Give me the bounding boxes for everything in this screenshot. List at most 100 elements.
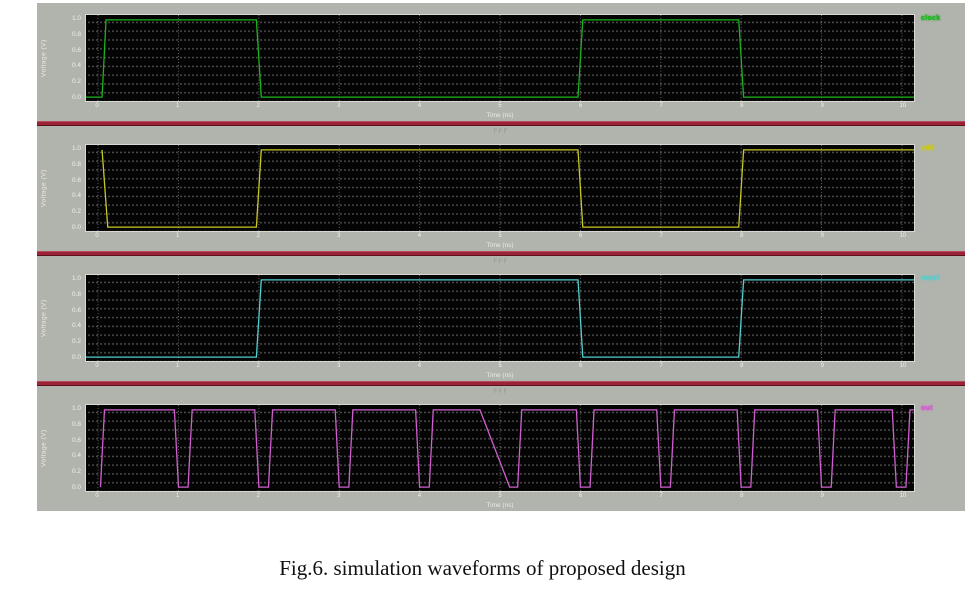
y-axis-title: Voltage (V) (40, 169, 48, 207)
y-axis-title: Voltage (V) (40, 429, 48, 467)
x-tick-label: 7 (659, 103, 663, 109)
y-axis-tick-labels: 1.0 0.8 0.6 0.4 0.2 0.0 (51, 144, 85, 232)
x-tick-label: 1 (175, 493, 180, 499)
y-tick-label: 0.6 (71, 306, 81, 314)
y-tick-label: 1.0 (71, 145, 81, 152)
x-tick-label: 10 (899, 493, 907, 499)
waveform-trace-svg (86, 275, 914, 361)
y-tick-label: 0.8 (71, 290, 81, 298)
signal-name-tag: out (921, 405, 933, 412)
x-tick-label: 2 (256, 103, 260, 109)
y-tick-label: 0.6 (71, 176, 81, 184)
x-axis-tick-labels: 0 1 2 3 4 5 6 7 8 9 10 (85, 102, 915, 111)
x-tick-label: 0 (95, 233, 99, 239)
y-tick-label: 0.2 (71, 208, 81, 216)
x-tick-label: 9 (820, 233, 824, 239)
waveform-trace (99, 409, 914, 488)
x-tick-label: 4 (417, 233, 422, 239)
y-axis-tick-labels: 1.0 0.8 0.6 0.4 0.2 0.0 (51, 404, 85, 492)
x-tick-label: 5 (498, 233, 502, 239)
signal-name-tag: clock (921, 15, 941, 22)
waveform-trace-svg (97, 145, 914, 231)
separator-label: FFF (493, 388, 509, 395)
y-tick-label: 0.8 (71, 30, 81, 38)
x-axis-title: Time (ns) (486, 112, 514, 119)
waveform-panel-reset: Voltage (V) 1.0 0.8 0.6 0.4 0.2 0.0 reset 0 1 2… (37, 267, 965, 381)
y-tick-label: 0.0 (71, 484, 81, 491)
plot-row: Voltage (V) 1.0 0.8 0.6 0.4 0.2 0.0 out (37, 404, 965, 492)
waveform-trace (101, 149, 914, 228)
x-tick-label: 10 (899, 363, 907, 369)
plot-row: Voltage (V) 1.0 0.8 0.6 0.4 0.2 0.0 reset (37, 274, 965, 362)
x-tick-label: 5 (498, 363, 502, 369)
y-tick-label: 0.8 (71, 160, 81, 168)
x-tick-label: 9 (820, 363, 824, 369)
x-axis-tick-labels: 0 1 2 3 4 5 6 7 8 9 10 (85, 492, 915, 501)
x-tick-label: 5 (498, 493, 502, 499)
x-tick-label: 0 (95, 103, 99, 109)
panel-separator-line (37, 121, 965, 126)
waveform-trace-svg (86, 15, 914, 101)
x-tick-label: 4 (417, 363, 422, 369)
y-axis-title: Voltage (V) (40, 39, 48, 77)
y-tick-label: 1.0 (71, 15, 81, 22)
y-tick-label: 0.2 (71, 78, 81, 86)
x-tick-label: 4 (417, 493, 422, 499)
y-tick-label: 0.0 (71, 354, 81, 361)
x-tick-label: 10 (899, 233, 907, 239)
y-tick-label: 0.2 (71, 338, 81, 346)
waveform-plot-area (85, 144, 915, 232)
x-tick-label: 8 (740, 103, 744, 109)
x-axis-tick-labels: 0 1 2 3 4 5 6 7 8 9 10 (85, 232, 915, 241)
panel-separator-line (37, 381, 965, 386)
y-tick-label: 0.0 (71, 94, 81, 101)
waveform-plot-area (85, 404, 915, 492)
x-tick-label: 6 (578, 493, 583, 499)
y-axis-title: Voltage (V) (40, 299, 48, 337)
x-tick-label: 1 (175, 103, 180, 109)
waveform-plot-area (85, 14, 915, 102)
y-axis-tick-labels: 1.0 0.8 0.6 0.4 0.2 0.0 (51, 274, 85, 362)
waveform-trace (86, 19, 914, 98)
waveform-panel-out: Voltage (V) 1.0 0.8 0.6 0.4 0.2 0.0 out 0 1 2 3 4… (37, 397, 965, 511)
separator-label: FFF (493, 258, 509, 265)
waveform-plot-area (85, 274, 915, 362)
x-tick-label: 7 (659, 363, 663, 369)
x-tick-label: 10 (899, 103, 907, 109)
x-tick-label: 8 (740, 363, 744, 369)
x-tick-label: 3 (337, 493, 341, 499)
plot-row: Voltage (V) 1.0 0.8 0.6 0.4 0.2 0.0 clock (37, 14, 965, 102)
x-axis-title: Time (ns) (486, 502, 514, 509)
y-tick-label: 1.0 (71, 275, 81, 282)
y-tick-label: 0.4 (71, 322, 81, 330)
separator-label: FFF (493, 128, 509, 135)
x-tick-label: 6 (578, 103, 583, 109)
x-tick-label: 5 (498, 103, 502, 109)
x-tick-label: 6 (578, 233, 583, 239)
x-tick-label: 1 (175, 233, 180, 239)
y-tick-label: 0.4 (71, 192, 81, 200)
signal-name-tag: reset (921, 275, 940, 282)
y-tick-label: 0.6 (71, 46, 81, 54)
x-tick-label: 2 (256, 493, 260, 499)
x-tick-label: 8 (740, 493, 744, 499)
x-tick-label: 2 (256, 233, 260, 239)
y-tick-label: 0.8 (71, 420, 81, 428)
y-tick-label: 0.6 (71, 436, 81, 444)
x-tick-label: 3 (337, 363, 341, 369)
x-tick-label: 0 (95, 493, 99, 499)
x-tick-label: 6 (578, 363, 583, 369)
x-tick-label: 4 (417, 103, 422, 109)
x-axis-title: Time (ns) (486, 242, 514, 249)
waveform-viewer-window: Voltage (V) 1.0 0.8 0.6 0.4 0.2 0.0 clock 0 1 2… (37, 3, 965, 511)
x-axis-tick-labels: 0 1 2 3 4 5 6 7 8 9 10 (85, 362, 915, 371)
x-tick-label: 8 (740, 233, 744, 239)
waveform-panel-vdd: Voltage (V) 1.0 0.8 0.6 0.4 0.2 0.0 vdd 0 1 2 3 4… (37, 137, 965, 251)
figure-caption: Fig.6. simulation waveforms of proposed … (279, 556, 686, 580)
plot-row: Voltage (V) 1.0 0.8 0.6 0.4 0.2 0.0 vdd (37, 144, 965, 232)
waveform-panel-clock: Voltage (V) 1.0 0.8 0.6 0.4 0.2 0.0 clock 0 1 2… (37, 7, 965, 121)
waveform-viewer-content: Voltage (V) 1.0 0.8 0.6 0.4 0.2 0.0 clock 0 1 2… (37, 3, 965, 511)
y-axis-tick-labels: 1.0 0.8 0.6 0.4 0.2 0.0 (51, 14, 85, 102)
x-tick-label: 0 (95, 363, 99, 369)
